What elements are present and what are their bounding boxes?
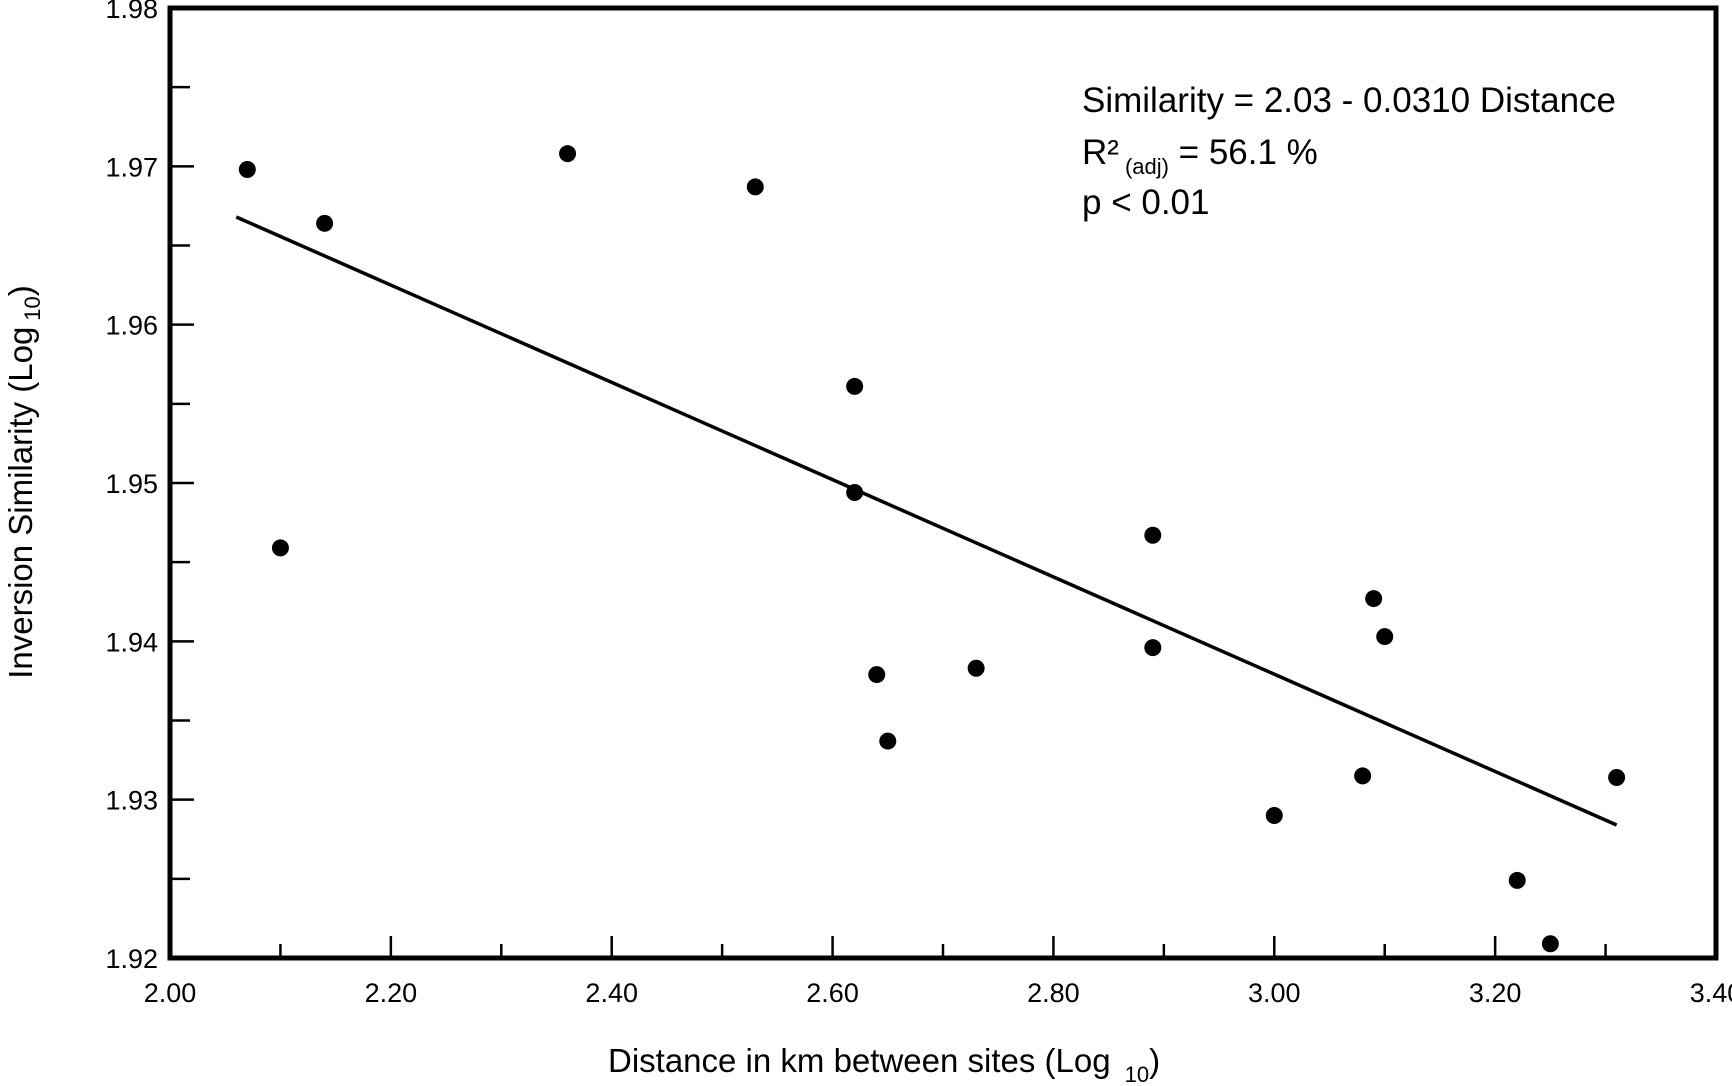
- data-point: [967, 659, 985, 677]
- data-point: [1541, 935, 1559, 953]
- x-tick-label: 2.00: [144, 978, 197, 1008]
- data-point: [271, 539, 289, 557]
- data-point: [746, 178, 764, 196]
- y-axis-title: Inversion Similarity (Log 10): [2, 285, 45, 679]
- x-tick-label: 2.80: [1027, 978, 1080, 1008]
- plot-frame: [167, 5, 1719, 961]
- data-point: [846, 484, 864, 501]
- x-tick-labels: 2.00 2.20 2.40 2.60 2.80 3.00 3.20 3.40: [144, 978, 1732, 1008]
- data-point: [879, 732, 897, 750]
- data-point: [1608, 769, 1626, 786]
- x-axis-title-main: Distance in km between sites (Log: [608, 1042, 1111, 1079]
- data-point: [559, 145, 577, 163]
- regression-line: [235, 215, 1618, 827]
- y-tick-label: 1.92: [105, 944, 158, 974]
- y-tick-label: 1.98: [105, 0, 158, 24]
- data-point: [1144, 639, 1162, 657]
- data-points: [238, 145, 1626, 953]
- y-axis-title-close: ): [2, 285, 39, 296]
- data-point: [868, 666, 886, 684]
- data-point: [1144, 526, 1162, 544]
- data-point: [238, 161, 256, 178]
- annotation-r-squared: R² (adj) = 56.1 %: [1082, 133, 1318, 179]
- r-squared-symbol: R²: [1082, 133, 1119, 172]
- x-tick-label: 2.60: [806, 978, 859, 1008]
- annotation-equation: Similarity = 2.03 - 0.0310 Distance: [1082, 81, 1616, 120]
- y-tick-label: 1.97: [105, 152, 158, 182]
- x-tick-label: 3.40: [1690, 978, 1732, 1008]
- annotation-p-value: p < 0.01: [1082, 183, 1209, 222]
- x-axis-title-close: ): [1149, 1042, 1160, 1079]
- x-tick-label: 2.40: [585, 978, 638, 1008]
- x-tick-label: 3.00: [1248, 978, 1301, 1008]
- data-point: [1376, 628, 1394, 646]
- data-point: [1365, 590, 1383, 608]
- axis-ticks: [168, 6, 1718, 960]
- y-axis-title-main: Inversion Similarity (Log: [2, 327, 39, 679]
- data-point: [316, 214, 334, 232]
- y-tick-label: 1.94: [105, 627, 158, 657]
- r-squared-value: = 56.1 %: [1169, 133, 1318, 172]
- y-tick-labels: 1.92 1.93 1.94 1.95 1.96 1.97 1.98: [105, 0, 158, 974]
- y-axis-title-subscript: 10: [20, 296, 45, 320]
- x-axis-title-subscript: 10: [1125, 1062, 1149, 1086]
- x-tick-label: 2.20: [365, 978, 418, 1008]
- y-tick-label: 1.96: [105, 311, 158, 341]
- data-point: [1508, 871, 1526, 889]
- y-tick-label: 1.95: [105, 469, 158, 499]
- data-point: [846, 377, 864, 395]
- y-tick-label: 1.93: [105, 786, 158, 816]
- r-squared-subscript: (adj): [1125, 154, 1169, 179]
- x-axis-title: Distance in km between sites (Log 10): [608, 1042, 1160, 1086]
- data-point: [1354, 767, 1372, 785]
- x-tick-label: 3.20: [1469, 978, 1522, 1008]
- data-point: [1265, 807, 1283, 824]
